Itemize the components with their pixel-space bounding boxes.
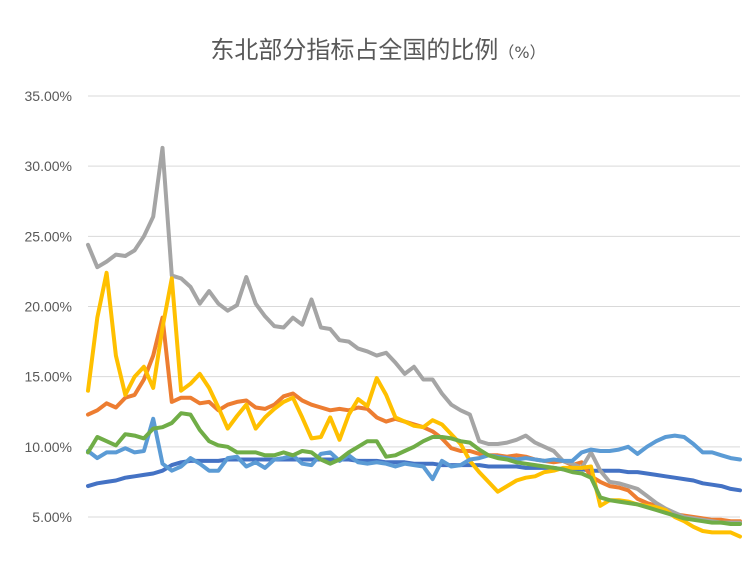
gridlines <box>88 95 740 518</box>
y-tick-label-6: 35.00% <box>25 88 72 104</box>
chart-title-text: 东北部分指标占全国的比例 <box>210 36 499 64</box>
series-line-3 <box>86 270 742 539</box>
series-line-4 <box>86 416 742 482</box>
y-tick-label-4: 25.00% <box>25 228 72 244</box>
y-tick-label-1: 10.00% <box>25 439 72 455</box>
y-tick-label-5: 30.00% <box>25 158 72 174</box>
series-line-5 <box>86 411 742 526</box>
chart-title: 东北部分指标占全国的比例（%） <box>0 30 756 65</box>
y-tick-label-0: 5.00% <box>32 509 72 525</box>
series-lines <box>86 145 742 539</box>
y-axis-ticks: 5.00% 10.00% 15.00% 20.00% 25.00% 30.00% 35.00… <box>25 88 72 525</box>
chart-title-unit: （%） <box>498 43 546 62</box>
y-tick-label-2: 15.00% <box>25 369 72 385</box>
series-line-2 <box>86 145 742 525</box>
y-tick-label-3: 20.00% <box>25 299 72 315</box>
